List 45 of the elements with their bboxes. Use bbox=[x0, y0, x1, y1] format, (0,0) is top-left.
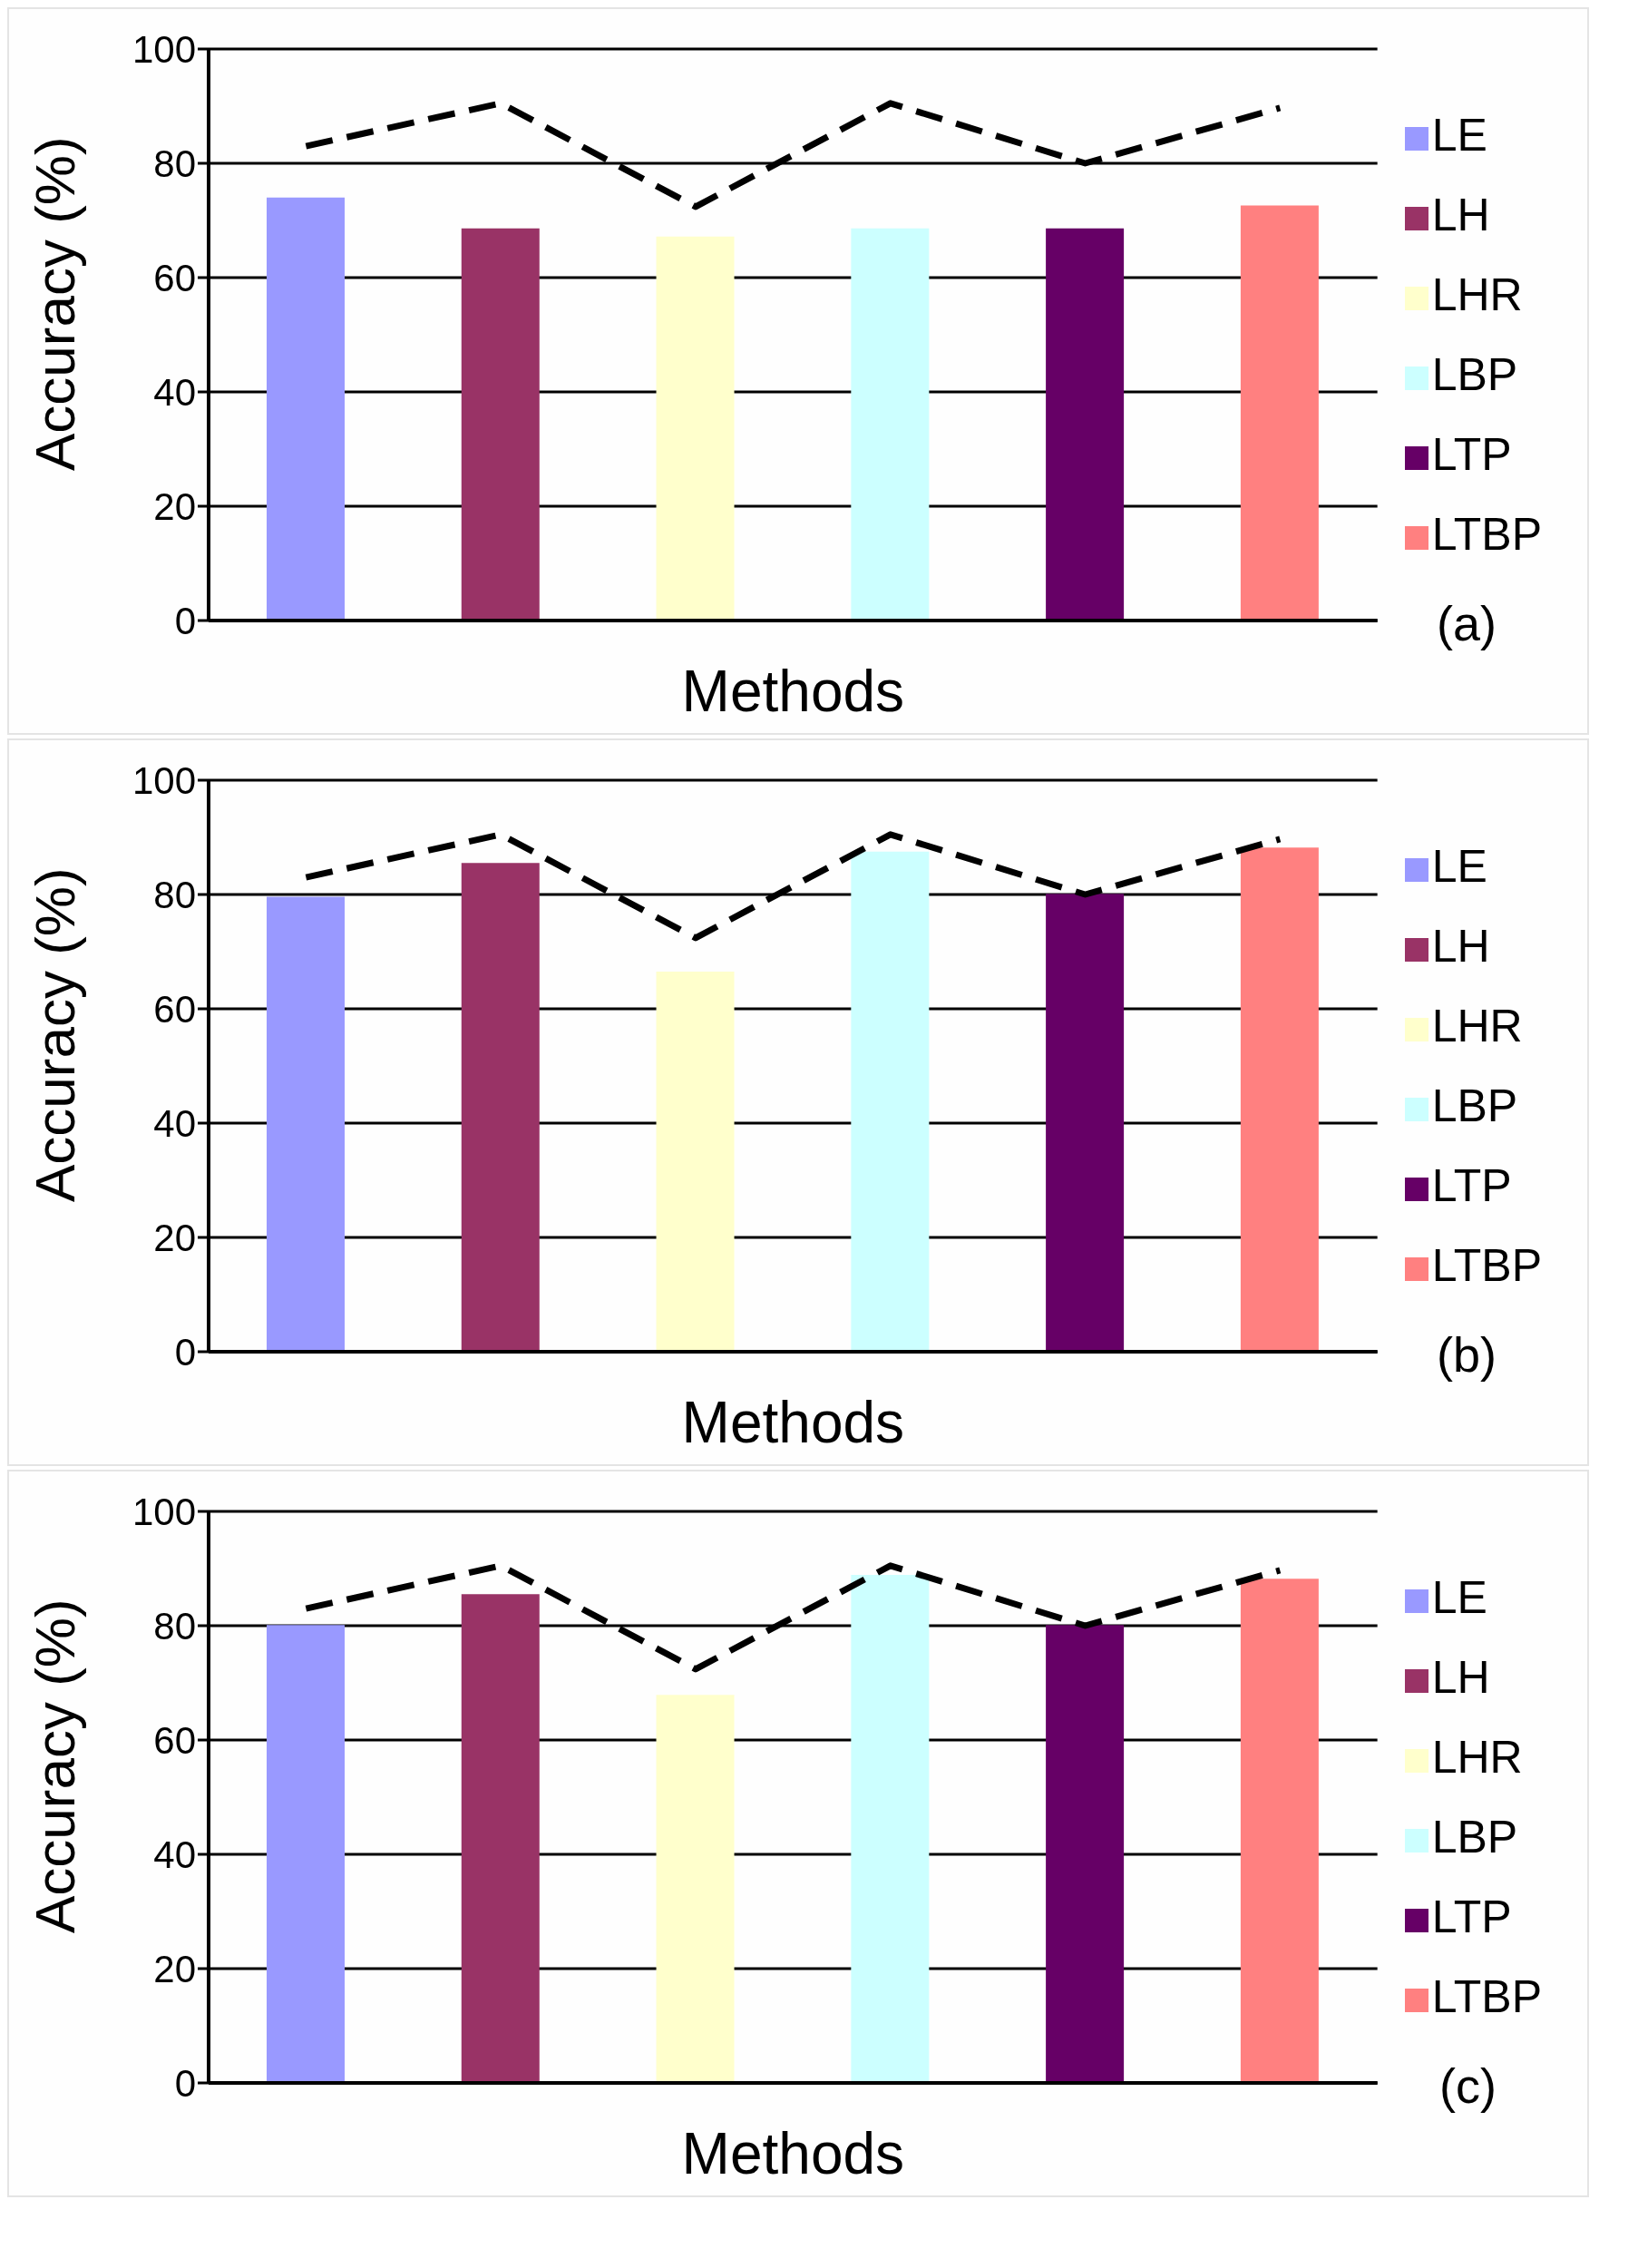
text: (a) bbox=[1437, 595, 1497, 651]
legend-label: LTP bbox=[1431, 1160, 1512, 1211]
y-tick-label: 0 bbox=[174, 1330, 196, 1374]
legend-label: LBP bbox=[1431, 349, 1518, 400]
y-tick-label: 100 bbox=[132, 27, 196, 71]
y-axis-title: Accuracy (%) bbox=[24, 136, 87, 471]
y-tick-label: 100 bbox=[132, 758, 196, 802]
legend-label: LTBP bbox=[1431, 1240, 1542, 1291]
x-axis-title: Methods bbox=[681, 659, 905, 724]
y-tick-label: 0 bbox=[174, 2061, 196, 2105]
legend-label: LH bbox=[1431, 1652, 1490, 1703]
y-tick-label: 0 bbox=[174, 599, 196, 642]
legend-label: LTBP bbox=[1431, 509, 1542, 560]
y-tick-label: 100 bbox=[132, 1490, 196, 1533]
text: (b) bbox=[1437, 1326, 1497, 1383]
y-tick-label: 40 bbox=[153, 370, 196, 414]
legend-label: LBP bbox=[1431, 1812, 1518, 1862]
legend-label: LTBP bbox=[1431, 1971, 1542, 2022]
y-tick-label: 60 bbox=[153, 987, 196, 1031]
legend-label: LTP bbox=[1431, 429, 1512, 480]
y-tick-label: 40 bbox=[153, 1833, 196, 1876]
y-tick-label: 60 bbox=[153, 256, 196, 299]
y-tick-label: 80 bbox=[153, 142, 196, 185]
legend-label: LHR bbox=[1431, 1001, 1523, 1051]
legend-label: LE bbox=[1431, 110, 1487, 161]
legend-label: LTP bbox=[1431, 1892, 1512, 1942]
legend-label: LHR bbox=[1431, 1732, 1523, 1783]
y-axis-title: Accuracy (%) bbox=[24, 867, 87, 1202]
legend-label: LH bbox=[1431, 190, 1490, 240]
x-axis-title: Methods bbox=[681, 1390, 905, 1455]
text: (c) bbox=[1439, 2058, 1497, 2114]
legend-label: LH bbox=[1431, 921, 1490, 972]
y-tick-label: 20 bbox=[153, 1947, 196, 1990]
legend-label: LE bbox=[1431, 1572, 1487, 1623]
y-tick-label: 40 bbox=[153, 1101, 196, 1145]
legend-label: LBP bbox=[1431, 1080, 1518, 1131]
x-axis-title: Methods bbox=[681, 2121, 905, 2186]
y-axis-title: Accuracy (%) bbox=[24, 1598, 87, 1933]
y-tick-label: 80 bbox=[153, 1604, 196, 1647]
y-tick-label: 60 bbox=[153, 1718, 196, 1762]
y-tick-label: 20 bbox=[153, 484, 196, 528]
legend-label: LHR bbox=[1431, 269, 1523, 320]
y-tick-label: 20 bbox=[153, 1216, 196, 1259]
legend-label: LE bbox=[1431, 841, 1487, 892]
y-tick-label: 80 bbox=[153, 873, 196, 916]
